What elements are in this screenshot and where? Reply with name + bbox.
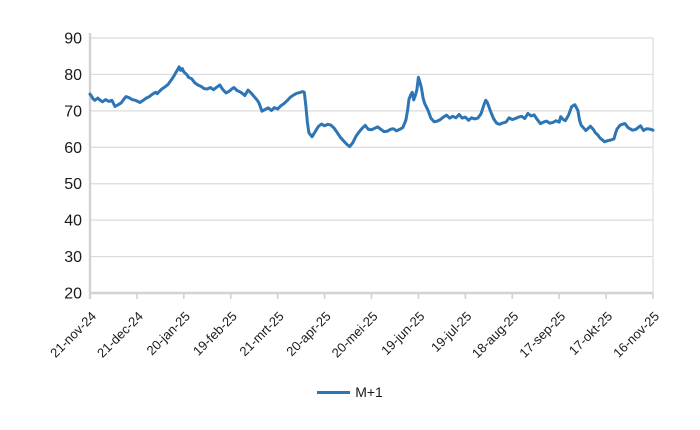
x-axis-tick-label: 21-dec-24 <box>94 309 146 361</box>
legend-label: M+1 <box>355 384 383 400</box>
x-axis-tick-label: 20-apr-25 <box>283 309 333 359</box>
x-axis-tick-label: 21-mrt-25 <box>236 309 286 359</box>
y-axis-tick-label: 30 <box>64 249 82 266</box>
y-axis-tick-label: 70 <box>64 103 82 120</box>
y-axis-tick-label: 40 <box>64 213 82 230</box>
x-axis-tick-label: 19-jun-25 <box>378 309 427 358</box>
x-axis-tick-label: 17-okt-25 <box>566 309 615 358</box>
x-axis-tick-label: 20-mei-25 <box>329 309 381 361</box>
y-axis-tick-label: 60 <box>64 140 82 157</box>
y-axis-tick-label: 50 <box>64 176 82 193</box>
x-axis-tick-label: 21-nov-24 <box>47 309 99 361</box>
x-axis-tick-label: 18-aug-25 <box>469 309 522 362</box>
chart-legend: M+1 <box>0 384 700 400</box>
x-axis-tick-label: 19-feb-25 <box>190 309 240 359</box>
x-axis-tick-label: 16-nov-25 <box>610 309 662 361</box>
legend-line-swatch <box>317 390 351 394</box>
y-axis-tick-label: 90 <box>64 31 82 48</box>
x-axis-tick-label: 19-jul-25 <box>428 309 474 355</box>
y-axis-tick-label: 20 <box>64 286 82 303</box>
x-axis-tick-label: 20-jan-25 <box>144 309 193 358</box>
series-line <box>88 65 655 149</box>
y-axis-tick-label: 80 <box>64 67 82 84</box>
x-axis-tick-label: 17-sep-25 <box>516 309 568 361</box>
